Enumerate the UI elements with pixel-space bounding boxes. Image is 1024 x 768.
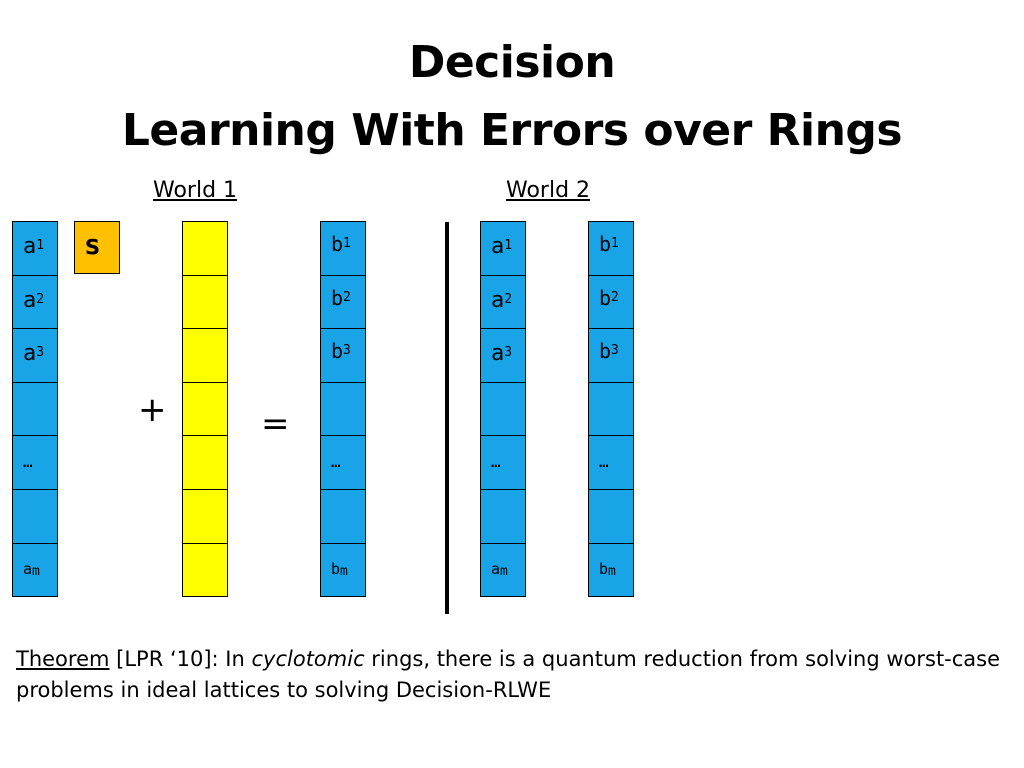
vector-cell: … bbox=[588, 435, 634, 490]
cell-subscript: 1 bbox=[504, 238, 513, 253]
cell-subscript: m bbox=[340, 563, 348, 579]
error-cell bbox=[182, 381, 228, 437]
theorem-emphasis: cyclotomic bbox=[251, 647, 365, 671]
vector-cell bbox=[12, 381, 58, 437]
theorem-text-1: [LPR ‘10]: In bbox=[109, 647, 252, 671]
cell-base: … bbox=[331, 452, 341, 472]
cell-subscript: 3 bbox=[36, 345, 45, 361]
cell-subscript: 2 bbox=[611, 289, 619, 305]
cell-subscript: 1 bbox=[611, 236, 619, 251]
cell-base: … bbox=[599, 452, 609, 472]
vector-cell bbox=[480, 488, 526, 544]
cell-base: a bbox=[491, 234, 505, 259]
world2-b-vector: b 1 b 2 b 3… b m bbox=[588, 221, 634, 598]
error-cell bbox=[182, 435, 228, 490]
cell-base: … bbox=[23, 452, 33, 472]
theorem-text-2: rings, there is a quantum reduction from… bbox=[16, 647, 1001, 702]
error-cell bbox=[182, 488, 228, 544]
world-divider bbox=[445, 222, 449, 614]
theorem-text: Theorem [LPR ‘10]: In cyclotomic rings, … bbox=[16, 644, 1016, 706]
cell-base: a bbox=[23, 559, 33, 578]
cell-base: b bbox=[331, 232, 344, 256]
cell-subscript: m bbox=[500, 563, 508, 579]
cell-base: b bbox=[599, 285, 612, 310]
cell-base: a bbox=[491, 287, 505, 313]
vector-cell bbox=[320, 381, 366, 437]
vector-cell: … bbox=[320, 435, 366, 490]
vector-cell: … bbox=[480, 435, 526, 490]
error-cell bbox=[182, 274, 228, 330]
vector-cell: … bbox=[12, 435, 58, 490]
vector-cell bbox=[588, 488, 634, 544]
cell-base: a bbox=[23, 234, 37, 259]
cell-base: b bbox=[331, 339, 344, 364]
world1-b-vector: b 1 b 2 b 3… b m bbox=[320, 221, 366, 598]
error-cell bbox=[182, 221, 228, 276]
cell-subscript: 3 bbox=[343, 343, 351, 359]
cell-base: b bbox=[599, 339, 612, 364]
world1-error-vector bbox=[182, 221, 228, 598]
vector-cell bbox=[588, 381, 634, 437]
world-1-label: World 1 bbox=[153, 178, 238, 203]
cell-subscript: 1 bbox=[343, 236, 351, 251]
secret-s-box: s bbox=[74, 221, 120, 274]
cell-base: b bbox=[331, 285, 344, 310]
cell-base: a bbox=[491, 559, 501, 578]
cell-subscript: 2 bbox=[504, 291, 513, 307]
cell-base: a bbox=[23, 341, 37, 367]
cell-base: b bbox=[599, 232, 612, 256]
cell-base: a bbox=[491, 341, 505, 367]
world2-a-vector: a 1 a 2 a 3… a m bbox=[480, 221, 526, 598]
error-cell bbox=[182, 328, 228, 383]
equals-operator: = bbox=[261, 404, 290, 444]
error-cell bbox=[182, 542, 228, 598]
cell-base: b bbox=[599, 559, 609, 578]
cell-subscript: m bbox=[32, 563, 40, 579]
title-line-1: Decision bbox=[408, 37, 616, 88]
cell-subscript: 2 bbox=[343, 289, 351, 305]
title-line-2: Learning With Errors over Rings bbox=[121, 105, 903, 156]
vector-cell bbox=[12, 488, 58, 544]
vector-cell bbox=[480, 381, 526, 437]
cell-subscript: 3 bbox=[504, 345, 513, 361]
vector-cell bbox=[320, 488, 366, 544]
cell-subscript: 2 bbox=[36, 291, 45, 307]
world1-a-vector: a 1 a 2 a 3… a m bbox=[12, 221, 58, 598]
cell-subscript: m bbox=[608, 563, 616, 579]
world-2-label: World 2 bbox=[506, 178, 591, 203]
plus-operator: + bbox=[138, 390, 167, 430]
cell-subscript: 3 bbox=[611, 343, 619, 359]
theorem-label: Theorem bbox=[16, 647, 110, 671]
cell-base: b bbox=[331, 559, 341, 578]
cell-subscript: 1 bbox=[36, 238, 45, 253]
cell-base: a bbox=[23, 287, 37, 313]
cell-base: … bbox=[491, 452, 501, 472]
